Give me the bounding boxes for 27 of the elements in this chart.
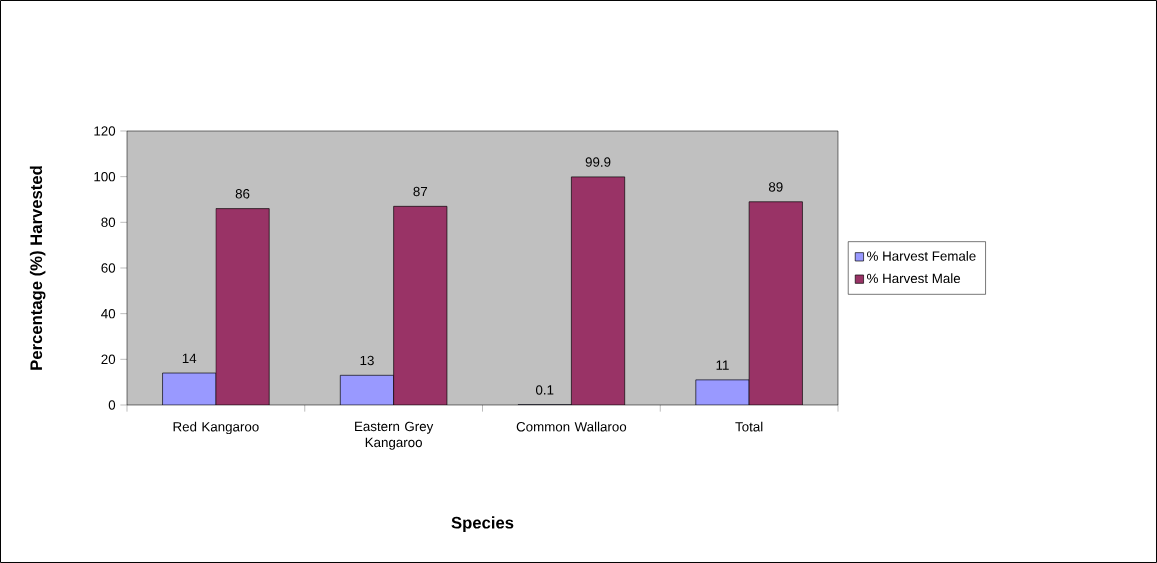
data-label: 11 [716, 360, 729, 370]
y-tick-label: 60 [101, 263, 116, 273]
bar [393, 206, 448, 405]
data-label: 87 [413, 186, 428, 197]
bar [215, 208, 270, 405]
x-tick-label: Red Kangaroo [173, 421, 259, 435]
y-tick-label: 120 [94, 126, 116, 136]
y-tick-label: 20 [101, 354, 116, 365]
y-tick-label: 0 [108, 400, 116, 410]
data-label: 13 [360, 355, 374, 366]
legend-label: % Harvest Female [867, 251, 976, 261]
x-axis-title: Species [451, 516, 514, 532]
data-label: 86 [235, 189, 250, 199]
y-tick-label: 40 [101, 308, 116, 319]
x-tick-label: Eastern Grey Kangaroo [355, 421, 434, 450]
x-tick-label: Total [735, 421, 763, 432]
y-tick-label: 80 [101, 217, 116, 228]
data-label: 99.9 [585, 157, 611, 167]
data-label: 0.1 [535, 385, 554, 395]
bar [571, 176, 626, 405]
data-label: 89 [768, 182, 783, 192]
data-label: 14 [182, 353, 197, 363]
bar [748, 201, 803, 405]
y-axis-title: Percentage (%) Harvested [29, 166, 46, 370]
y-tick-label: 100 [94, 171, 116, 182]
x-tick-label: Common Wallaroo [516, 421, 627, 432]
legend-label: % Harvest Male [867, 273, 961, 284]
